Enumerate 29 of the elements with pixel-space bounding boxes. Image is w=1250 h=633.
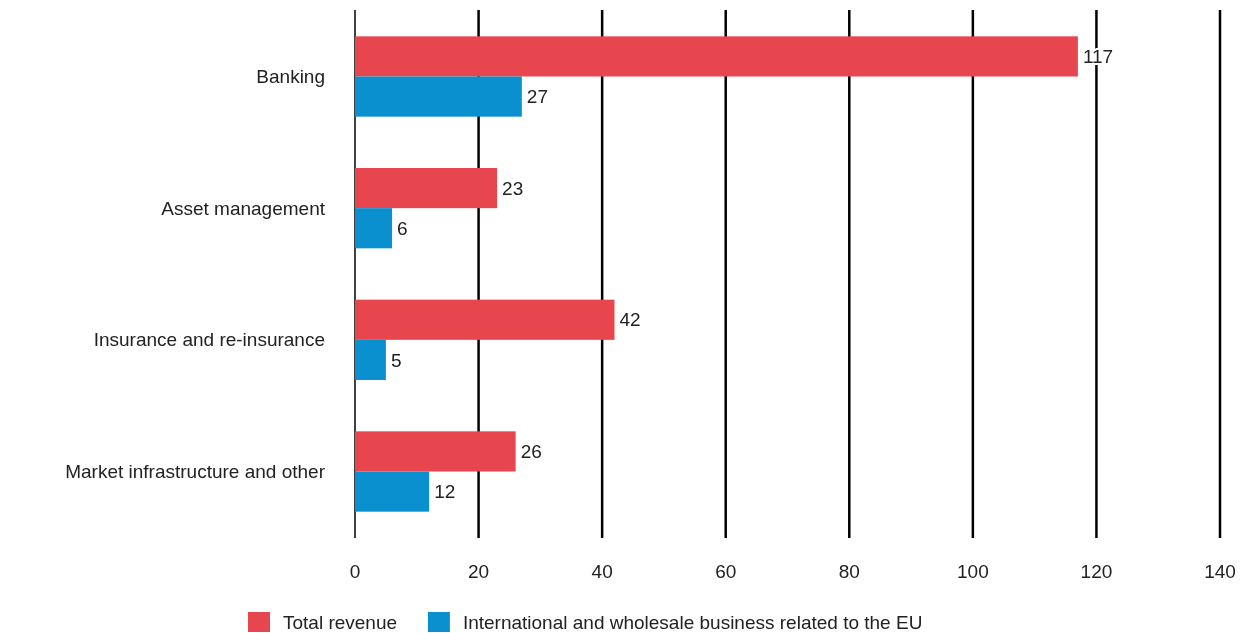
x-tick-label: 100 bbox=[957, 561, 989, 582]
data-label: 5 bbox=[390, 349, 402, 371]
data-label: 26 bbox=[520, 441, 542, 463]
data-label: 12 bbox=[434, 481, 456, 503]
x-tick-label: 140 bbox=[1204, 561, 1236, 582]
x-tick-label: 80 bbox=[838, 561, 860, 582]
bar bbox=[355, 36, 1078, 77]
legend-label: International and wholesale business related to the EU bbox=[462, 612, 923, 633]
bar bbox=[355, 208, 393, 249]
data-label: 6 bbox=[397, 217, 408, 239]
y-tick-label: Market infrastructure and other bbox=[65, 461, 326, 483]
bar bbox=[355, 76, 522, 117]
x-tick-label: 60 bbox=[715, 561, 737, 582]
y-tick-label: Banking bbox=[256, 66, 325, 88]
x-tick-label: 0 bbox=[349, 561, 361, 582]
x-tick-label: 120 bbox=[1080, 561, 1113, 582]
y-tick-label: Insurance and re-insurance bbox=[93, 329, 325, 351]
x-tick-label: 20 bbox=[468, 561, 490, 582]
bar bbox=[355, 431, 516, 472]
bar bbox=[355, 299, 615, 340]
data-label: 23 bbox=[502, 177, 524, 199]
y-tick-label: Asset management bbox=[161, 197, 326, 219]
data-label: 27 bbox=[526, 86, 548, 108]
bar bbox=[355, 471, 430, 512]
bar bbox=[355, 168, 498, 209]
data-label: 42 bbox=[619, 309, 641, 331]
legend-label: Total revenue bbox=[283, 612, 398, 633]
bar bbox=[355, 339, 386, 380]
x-tick-label: 40 bbox=[591, 561, 613, 582]
